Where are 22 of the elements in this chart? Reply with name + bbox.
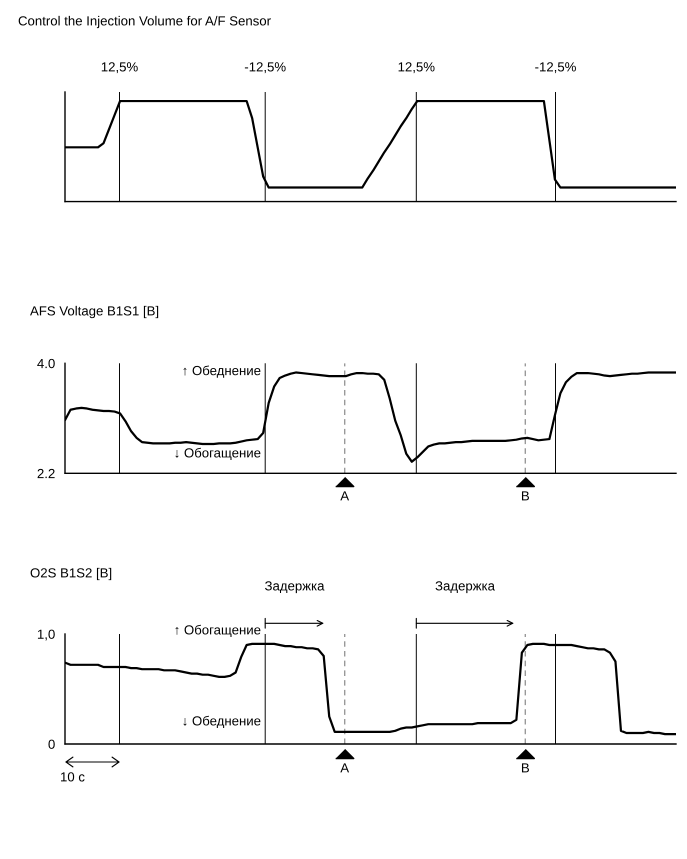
annotation: ↓ Обеднение [183,716,260,728]
text: -12,5% [535,62,576,74]
text: Задержка [435,581,495,594]
text: B [522,763,530,772]
y-tick-label: 0 [48,740,55,749]
y-tick-label: 1,0 [38,630,55,640]
text: A [340,491,350,500]
chart-title: O2S B1S2 [В] [30,568,112,580]
text: -12,5% [244,62,286,74]
chart-title: Control the Injection Volume for A/F Sensor [18,16,271,28]
chart-title: AFS Voltage B1S1 [В] [30,306,158,318]
annotation: ↓ Обогащение [175,448,260,460]
text: 12,5% [398,62,435,74]
y-tick-label: 2.2 [38,468,55,478]
text: A [340,763,350,772]
annotation: ↑ Обогащение [175,624,260,638]
text: 10 с [61,772,85,782]
annotation: ↑ Обеднение [183,365,260,378]
text: 12,5% [102,62,138,74]
text: Задержка [264,581,324,594]
text: B [522,491,530,500]
y-tick-label: 4.0 [37,358,55,368]
